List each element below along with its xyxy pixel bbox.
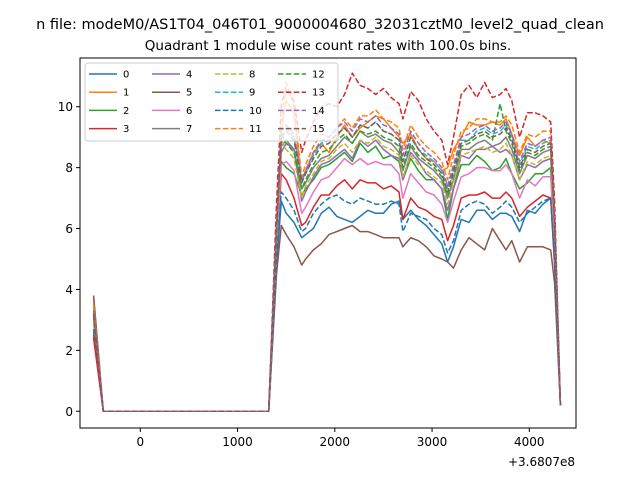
legend-label-8: 8 bbox=[249, 70, 255, 81]
y-tick-label: 8 bbox=[65, 161, 73, 175]
y-tick-label: 2 bbox=[65, 344, 73, 358]
legend-label-3: 3 bbox=[123, 124, 129, 135]
series-line-12 bbox=[92, 102, 562, 413]
series-line-0 bbox=[92, 197, 562, 413]
legend-label-14: 14 bbox=[312, 106, 325, 117]
legend-label-10: 10 bbox=[249, 106, 262, 117]
legend-label-0: 0 bbox=[123, 70, 129, 81]
legend-label-5: 5 bbox=[186, 88, 192, 99]
series-line-5 bbox=[92, 224, 562, 413]
legend-label-6: 6 bbox=[186, 106, 192, 117]
series-line-4 bbox=[92, 139, 562, 413]
y-tick-label: 6 bbox=[65, 222, 73, 236]
series-line-14 bbox=[92, 115, 562, 413]
series-line-7 bbox=[92, 130, 562, 413]
legend-label-11: 11 bbox=[249, 124, 262, 135]
figure-suptitle: n file: modeM0/AS1T04_046T01_9000004680_… bbox=[36, 17, 604, 33]
y-tick-label: 4 bbox=[65, 283, 73, 297]
series-line-2 bbox=[92, 142, 562, 413]
legend-label-15: 15 bbox=[312, 124, 325, 135]
legend-label-1: 1 bbox=[123, 88, 129, 99]
x-offset-label: +3.6807e8 bbox=[508, 455, 575, 469]
x-tick-label: 4000 bbox=[514, 435, 545, 449]
legend-label-2: 2 bbox=[123, 106, 129, 117]
x-tick-label: 0 bbox=[136, 435, 144, 449]
chart-title: Quadrant 1 module wise count rates with … bbox=[145, 38, 511, 54]
plot-frame bbox=[79, 57, 577, 429]
series-line-10 bbox=[92, 191, 562, 413]
y-tick-label: 10 bbox=[58, 100, 73, 114]
legend-label-13: 13 bbox=[312, 88, 325, 99]
x-tick-label: 3000 bbox=[417, 435, 448, 449]
y-tick-label: 0 bbox=[65, 405, 73, 419]
legend-box bbox=[84, 62, 339, 142]
x-tick-label: 1000 bbox=[222, 435, 253, 449]
series-lines bbox=[92, 72, 562, 413]
legend-label-7: 7 bbox=[186, 124, 192, 135]
legend-label-4: 4 bbox=[186, 70, 192, 81]
series-line-15 bbox=[92, 121, 562, 413]
axis-ticks: 0 1000 2000 3000 4000 0 2 4 6 8 10 bbox=[58, 100, 545, 449]
x-tick-label: 2000 bbox=[320, 435, 351, 449]
legend-label-9: 9 bbox=[249, 88, 255, 99]
legend-label-12: 12 bbox=[312, 70, 325, 81]
